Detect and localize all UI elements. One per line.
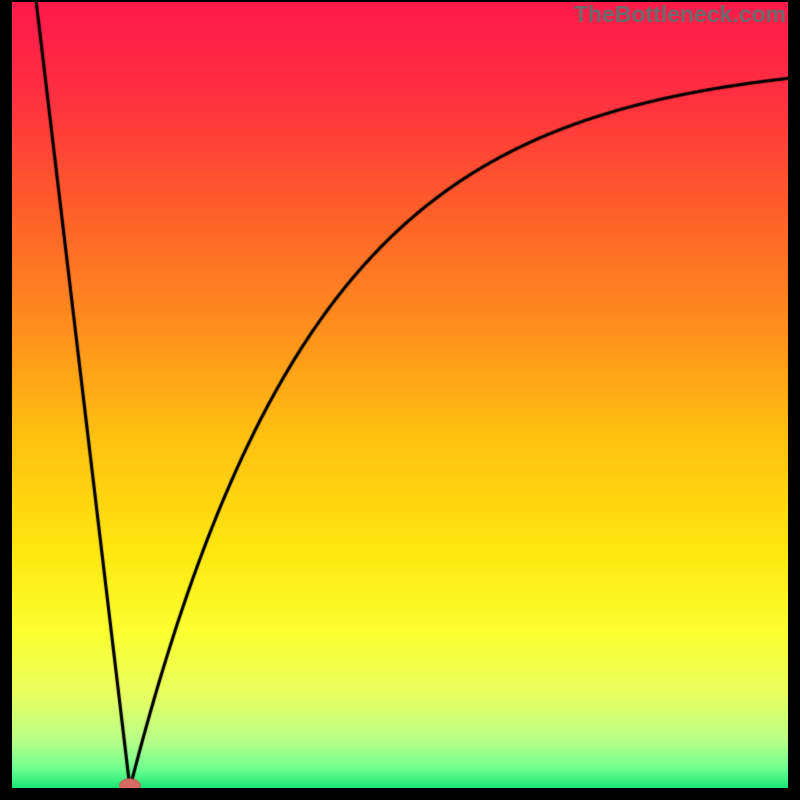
bottleneck-chart-canvas — [12, 2, 788, 788]
watermark-label: TheBottleneck.com — [574, 1, 786, 28]
plot-area — [12, 2, 788, 788]
figure-container: TheBottleneck.com — [0, 0, 800, 800]
